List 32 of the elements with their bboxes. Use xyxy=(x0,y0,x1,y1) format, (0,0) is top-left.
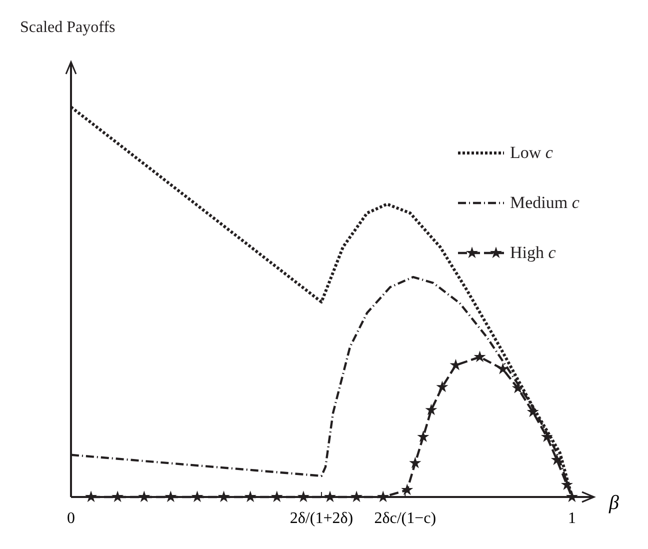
point xyxy=(409,456,422,468)
point xyxy=(550,454,563,466)
point xyxy=(85,490,98,502)
point xyxy=(350,490,363,502)
point xyxy=(401,484,414,496)
legend-label: High c xyxy=(510,243,556,262)
point xyxy=(138,490,150,502)
point xyxy=(377,490,390,502)
point xyxy=(560,478,573,490)
point xyxy=(425,404,438,416)
y-axis-title: Scaled Payoffs xyxy=(20,19,116,36)
point xyxy=(474,350,486,362)
point xyxy=(540,430,553,442)
point xyxy=(566,490,578,502)
point xyxy=(218,490,230,502)
point xyxy=(496,362,509,374)
point xyxy=(112,490,124,502)
point xyxy=(436,380,448,392)
point xyxy=(417,430,430,442)
point xyxy=(270,490,283,502)
point xyxy=(191,490,204,502)
point xyxy=(297,490,310,502)
x-axis-title: β xyxy=(608,492,620,514)
point xyxy=(324,490,336,502)
x-tick-label: 2δc/(1−c) xyxy=(374,510,436,527)
x-tick-label: 0 xyxy=(67,510,75,527)
point xyxy=(164,490,177,502)
legend-label: Medium c xyxy=(510,193,580,212)
x-tick-label: 1 xyxy=(568,510,576,527)
x-tick-label: 2δ/(1+2δ) xyxy=(290,510,354,527)
point xyxy=(244,490,256,502)
legend-label: Low c xyxy=(510,143,554,162)
